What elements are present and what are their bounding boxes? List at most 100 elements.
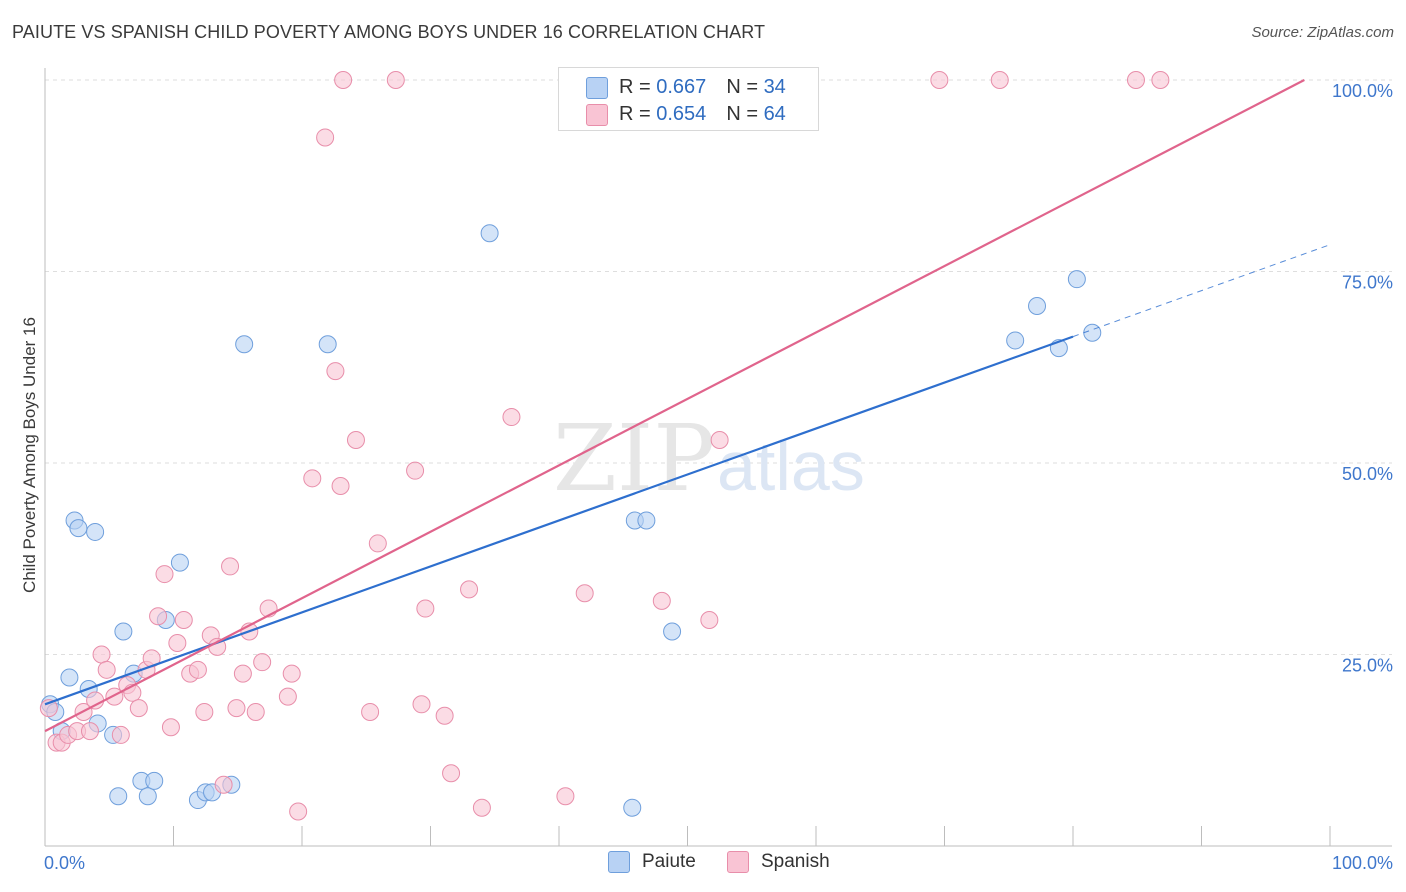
data-point-paiute [109,787,128,806]
data-point-spanish [334,71,353,89]
data-point-spanish [289,802,308,821]
legend-label-paiute: Paiute [642,851,696,872]
data-point-paiute [60,668,79,687]
legend-item-paiute: Paiute [608,851,696,873]
tick-label-layer: 25.0% 50.0% 75.0% 100.0% 0.0% 100.0% [44,81,1393,873]
data-point-spanish [168,634,187,653]
data-point-paiute [235,335,254,354]
data-point-spanish [282,664,301,683]
legend-row-paiute: R = 0.667 N = 34 [619,75,786,99]
data-point-spanish [361,702,380,721]
data-point-paiute [138,787,157,806]
legend-item-spanish: Spanish [727,851,830,873]
trend-line-spanish [44,79,1305,733]
legend-swatch-paiute [586,77,608,99]
data-point-spanish [80,722,99,741]
data-point-spanish [246,702,265,721]
data-point-spanish [233,664,252,683]
stats-legend: R = 0.667 N = 34 R = 0.654 N = 64 [558,67,819,131]
y-tick-label: 75.0% [1342,273,1393,293]
data-point-spanish [416,599,435,618]
data-point-spanish [556,787,575,806]
trend-line-paiute [44,335,1074,706]
data-point-spanish [39,699,58,718]
watermark-atlas: atlas [717,427,865,505]
data-point-spanish [472,798,491,817]
data-point-spanish [442,764,461,783]
x-tick-label-min: 0.0% [44,853,85,873]
legend-n-value: 34 [763,75,786,98]
data-point-spanish [97,660,116,679]
data-point-spanish [700,611,719,630]
data-point-spanish [221,557,240,576]
data-point-spanish [174,611,193,630]
data-point-paiute [145,771,164,790]
data-point-spanish [214,775,233,794]
legend-row-spanish: R = 0.654 N = 64 [619,102,786,126]
data-point-spanish [149,607,168,626]
series-legend: Paiute Spanish [0,851,1406,877]
data-point-paiute [480,224,499,243]
x-tick-label-max: 100.0% [1332,853,1393,873]
legend-r-value: 0.667 [656,75,707,98]
data-point-spanish [1126,71,1145,89]
data-point-spanish [326,362,345,381]
legend-swatch-paiute [608,851,630,873]
data-point-spanish [346,431,365,450]
data-point-spanish [990,71,1009,89]
data-point-spanish [92,645,111,664]
data-point-spanish [710,431,729,450]
data-point-spanish [435,706,454,725]
legend-swatch-spanish [727,851,749,873]
y-tick-label: 100.0% [1332,81,1393,101]
watermark-zip: ZIP [553,405,715,512]
data-point-spanish [155,565,174,584]
data-point-spanish [368,534,387,553]
points-layer [39,71,1170,821]
legend-label-spanish: Spanish [761,851,830,872]
data-point-paiute [637,511,656,530]
data-point-paiute [663,622,682,641]
trend-extension-paiute [1072,244,1331,338]
source-label: Source: ZipAtlas.com [1251,24,1394,41]
data-point-spanish [502,408,521,427]
data-point-spanish [111,725,130,744]
y-tick-label: 25.0% [1342,656,1393,676]
axis-layer [44,68,1392,847]
data-point-spanish [195,702,214,721]
data-point-spanish [278,687,297,706]
data-point-paiute [114,622,133,641]
data-point-spanish [406,461,425,480]
legend-r-value: 0.654 [656,102,707,125]
data-point-spanish [1151,71,1170,89]
legend-r-label: R = [619,102,651,125]
grid-layer [45,79,1392,655]
data-point-spanish [303,469,322,488]
data-point-paiute [69,519,88,538]
data-point-paiute [1028,296,1047,315]
legend-swatch-spanish [586,104,608,126]
legend-r-label: R = [619,75,651,98]
watermark: ZIP atlas [553,405,865,512]
data-point-spanish [930,71,949,89]
data-point-paiute [1006,331,1025,350]
data-point-spanish [129,699,148,718]
data-point-paiute [318,335,337,354]
data-point-spanish [331,476,350,495]
data-point-spanish [161,718,180,737]
data-point-paiute [623,798,642,817]
data-point-paiute [86,522,105,541]
data-point-spanish [412,695,431,714]
data-point-spanish [652,591,671,610]
data-point-spanish [253,653,272,672]
legend-n-label: N = [726,102,758,125]
data-point-spanish [575,584,594,603]
y-tick-label: 50.0% [1342,464,1393,484]
data-point-spanish [460,580,479,599]
legend-n-value: 64 [763,102,786,125]
data-point-spanish [188,660,207,679]
legend-n-label: N = [726,75,758,98]
data-point-paiute [1067,270,1086,289]
data-point-paiute [1083,323,1102,342]
